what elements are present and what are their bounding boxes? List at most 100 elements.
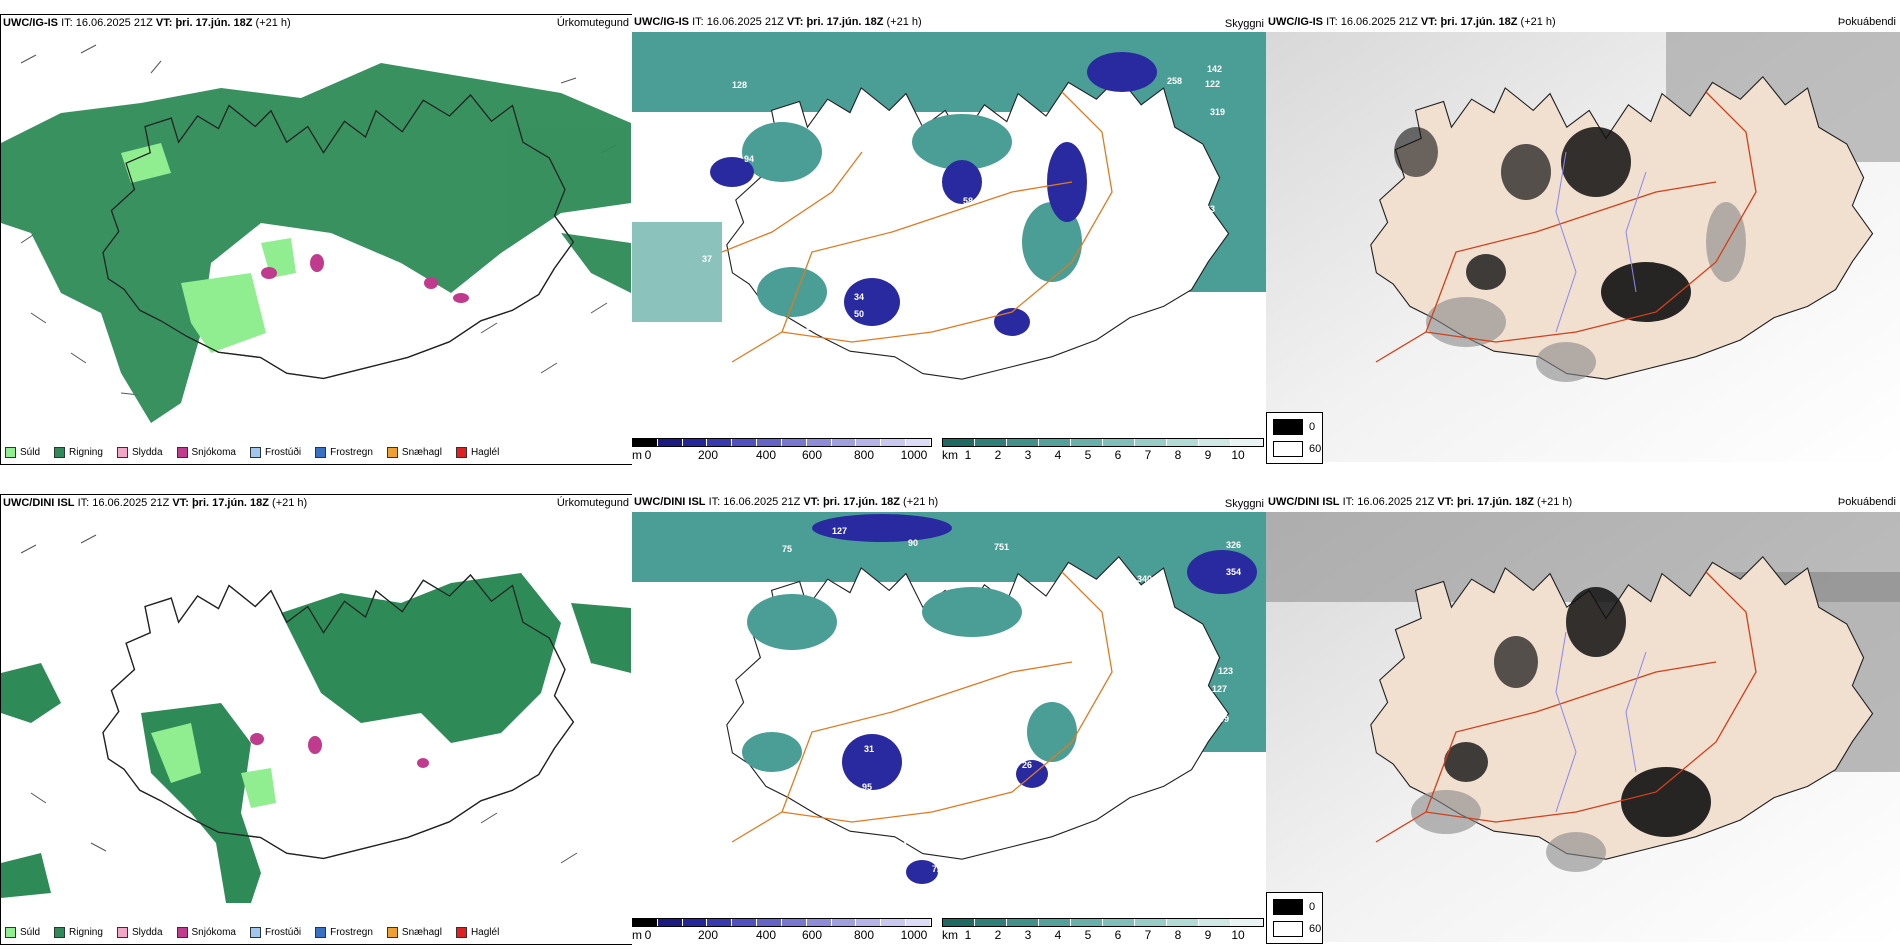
scale-tick: 4 [1054, 448, 1062, 462]
vis-label: 104 [1192, 644, 1207, 654]
vis-label: 80 [1110, 126, 1120, 136]
vis-label: 60 [934, 274, 944, 284]
fog-roads [1375, 91, 1757, 363]
visibility-labels: 142 258 122 319 121 8 80 105 128 94 58 1… [702, 64, 1225, 412]
scale-tick: 1 [964, 448, 972, 462]
panel-title: Úrkomutegund [556, 497, 629, 509]
precip-map [1, 534, 631, 903]
vis-label: 106 [1168, 229, 1183, 239]
legend-item: Súld [5, 447, 40, 458]
vis-label: 56 [904, 400, 914, 410]
fog-legend-value: 0 [1309, 901, 1316, 913]
vis-label: 8 [1078, 127, 1083, 137]
vis-label: 751 [994, 542, 1009, 552]
vis-label: 95 [862, 782, 872, 792]
vis-label: 163 [1200, 204, 1215, 214]
legend-item: Snjókoma [176, 927, 236, 938]
vis-label: 97 [1056, 770, 1066, 780]
scale-tick: 3 [1024, 448, 1032, 462]
scale-tick: 1000 [900, 448, 928, 462]
panel-header: UWC/DINI ISL IT: 16.06.2025 21Z VT: þri.… [3, 497, 308, 509]
panel-title: Skyggni [1224, 18, 1264, 30]
vis-label: 52 [932, 402, 942, 412]
legend-item: Snjókoma [176, 447, 236, 458]
vis-label: 68 [994, 728, 1004, 738]
scale-tick: 4 [1054, 928, 1062, 942]
fog-legend: 0 60 [1266, 412, 1323, 464]
vis-label: 199 [1214, 714, 1229, 724]
scale-tick: 200 [697, 928, 719, 942]
visibility-scale: km 1 2 3 4 5 6 7 8 9 10 [942, 918, 1264, 942]
vis-label: 86 [902, 264, 912, 274]
panel-header: UWC/IG-IS IT: 16.06.2025 21Z VT: þri. 17… [3, 17, 291, 29]
vis-label: 54 [806, 322, 816, 332]
vis-label: 61 [1052, 684, 1062, 694]
vis-label: 89 [782, 344, 792, 354]
panel-title: Þokuábendi [1837, 496, 1896, 508]
vis-label: 386 [1178, 154, 1193, 164]
scale-tick: 7 [1144, 448, 1152, 462]
visibility-scale: km 1 2 3 4 5 6 7 8 9 10 [942, 438, 1264, 462]
scale-tick: 1 [964, 928, 972, 942]
scale-bar [942, 438, 1264, 447]
scale-tick: 400 [755, 928, 777, 942]
vis-label: 137 [1037, 314, 1052, 324]
fog-rivers [1555, 151, 1647, 333]
vis-label: 354 [1226, 567, 1241, 577]
cloud-base-scale: m 0 200 400 600 800 1000 [632, 438, 932, 462]
scale-unit: km [942, 448, 958, 462]
precip-map [1, 44, 631, 423]
scale-tick: 600 [801, 448, 823, 462]
vis-label: 326 [1226, 540, 1241, 550]
vis-teal-patches [742, 114, 1082, 317]
legend-item: Frostúði [249, 927, 301, 938]
vis-label: 37 [702, 254, 712, 264]
scale-tick: 800 [853, 928, 875, 942]
precip-legend: Súld Rigning Slydda Snjókoma Frostúði Fr… [5, 447, 499, 458]
scale-tick: 10 [1231, 928, 1245, 942]
scale-tick: 7 [1144, 928, 1152, 942]
panel-header: UWC/IG-IS IT: 16.06.2025 21Z VT: þri. 17… [1268, 16, 1556, 28]
scale-tick: 0 [644, 448, 652, 462]
vis-panel-row2: UWC/DINI ISL IT: 16.06.2025 21Z VT: þri.… [632, 494, 1266, 945]
legend-item: Rigning [54, 927, 103, 938]
legend-item: Frostúði [249, 447, 301, 458]
scale-tick: 3 [1024, 928, 1032, 942]
vis-label: 142 [1207, 64, 1222, 74]
scale-tick: 2 [994, 928, 1002, 942]
scale-tick: 2 [994, 448, 1002, 462]
vis-label: 50 [854, 309, 864, 319]
vis-label: 72 [932, 864, 942, 874]
fog-legend-value: 0 [1309, 421, 1316, 433]
cloud-base-scale: m 0 200 400 600 800 1000 [632, 918, 932, 942]
vis-label: 123 [1218, 666, 1233, 676]
vis-label: 58 [963, 196, 973, 206]
vis-label: 54 [908, 820, 918, 830]
vis-map: 142 258 122 319 121 8 80 105 128 94 58 1… [632, 32, 1266, 412]
vis-label: 94 [744, 154, 754, 164]
fog-legend-value: 60 [1309, 923, 1322, 935]
vis-map: 127 90 751 326 354 75 340 104 123 127 19… [632, 512, 1266, 884]
vis-label: 79 [770, 354, 780, 364]
vis-label: 55 [828, 316, 838, 326]
vis-label: 90 [908, 538, 918, 548]
scale-tick: 0 [644, 928, 652, 942]
legend-item: Slydda [116, 447, 163, 458]
vis-label: 34 [854, 292, 864, 302]
visibility-labels: 127 90 751 326 354 75 340 104 123 127 19… [782, 526, 1241, 874]
vis-label: 128 [732, 80, 747, 90]
scale-tick: 800 [853, 448, 875, 462]
legend-item: Snæhagl [386, 927, 442, 938]
scale-tick: 6 [1114, 928, 1122, 942]
vis-label: 31 [864, 744, 874, 754]
scale-bar [632, 438, 932, 447]
scale-tick: 5 [1084, 928, 1092, 942]
panel-header: UWC/DINI ISL IT: 16.06.2025 21Z VT: þri.… [634, 496, 939, 508]
vis-blue-patches [812, 514, 1257, 884]
scale-tick: 6 [1114, 448, 1122, 462]
scale-tick: 1000 [900, 928, 928, 942]
vis-label: 157 [1128, 159, 1143, 169]
panel-title: Þokuábendi [1837, 16, 1896, 28]
vis-label: 121 [1085, 107, 1100, 117]
scale-unit: m [632, 448, 642, 462]
